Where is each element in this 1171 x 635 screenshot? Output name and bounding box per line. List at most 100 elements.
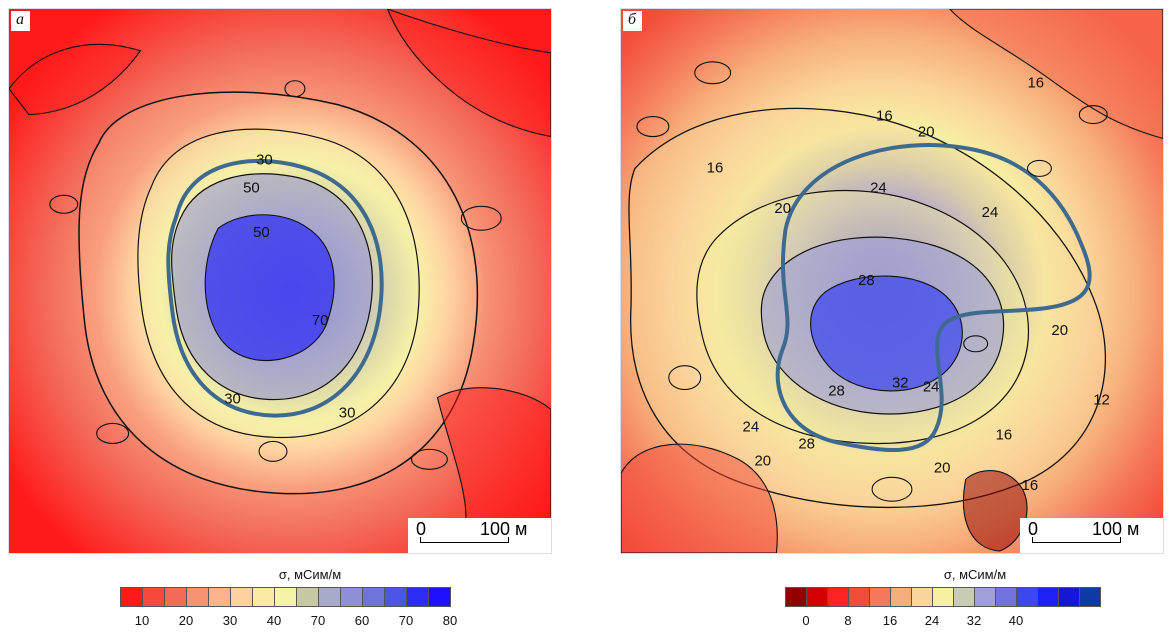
scale-tick-left-a bbox=[420, 537, 421, 543]
small-contour-a6 bbox=[284, 80, 306, 98]
contour-label-b-9: 32 bbox=[892, 375, 909, 392]
legend-swatch-a-15 bbox=[429, 588, 451, 606]
legend-label-a-3: 30 bbox=[222, 613, 238, 628]
contour-label-a-3: 50 bbox=[253, 224, 270, 241]
legend-label-b-5: 32 bbox=[966, 613, 982, 628]
scale-bar-b: 0 100 м bbox=[1020, 518, 1163, 553]
legend-label-a-4: 40 bbox=[266, 613, 282, 628]
scale-tick-right-b bbox=[1120, 537, 1121, 543]
contour-label-b-11: 24 bbox=[923, 379, 940, 396]
legend-swatch-b-4 bbox=[849, 588, 870, 606]
scale-start-a: 0 bbox=[416, 519, 427, 539]
small-contour-a2 bbox=[96, 422, 130, 444]
panel-label-b: б bbox=[623, 11, 643, 31]
legend-swatch-b-3 bbox=[828, 588, 849, 606]
legend-swatch-b-11 bbox=[996, 588, 1017, 606]
contour-label-b-2: 16 bbox=[707, 159, 724, 176]
contour-label-b-3: 16 bbox=[1028, 75, 1045, 92]
conductivity-map-a: 30 50 50 70 30 30 bbox=[9, 9, 551, 553]
panel-label-a: а bbox=[11, 11, 30, 31]
conductivity-map-b: 16 16 16 20 24 24 28 28 32 20 24 24 28 2… bbox=[621, 9, 1163, 553]
legend-label-a-6: 60 bbox=[354, 613, 370, 628]
legend-swatch-b-6 bbox=[891, 588, 912, 606]
scale-end-a: 100 м bbox=[480, 519, 528, 539]
southwest-blob-b bbox=[621, 443, 778, 553]
legend-label-a-8: 80 bbox=[442, 613, 458, 628]
legend-swatch-b-2 bbox=[807, 588, 828, 606]
legend-b: σ, мСим/м 0 8 16 24 32 40 bbox=[765, 567, 1171, 633]
contour-label-a-4: 70 bbox=[312, 312, 329, 329]
contour-label-b-6: 24 bbox=[982, 204, 999, 221]
contour-label-b-7: 28 bbox=[858, 272, 875, 289]
legend-swatch-a-14 bbox=[407, 588, 429, 606]
legend-label-b-4: 24 bbox=[924, 613, 940, 628]
small-contour-b6 bbox=[963, 335, 989, 353]
contour-label-b-13: 28 bbox=[798, 435, 815, 452]
outline-a bbox=[166, 158, 384, 418]
legend-swatch-a-10 bbox=[319, 588, 341, 606]
map-panel-a: 30 50 50 70 30 30 а 0 100 м bbox=[8, 8, 552, 554]
small-contour-a4 bbox=[410, 448, 448, 470]
legend-label-b-2: 8 bbox=[844, 613, 852, 628]
contour-label-a-6: 30 bbox=[339, 404, 356, 421]
outline-b bbox=[775, 143, 1092, 453]
legend-label-b-3: 16 bbox=[882, 613, 898, 628]
contour-label-b-15: 20 bbox=[934, 459, 951, 476]
legend-swatch-a-2 bbox=[143, 588, 165, 606]
legend-title-b: σ, мСим/м bbox=[943, 567, 1007, 582]
legend-swatch-a-6 bbox=[231, 588, 253, 606]
legend-swatch-a-8 bbox=[275, 588, 297, 606]
contour-label-a-5: 30 bbox=[224, 391, 241, 408]
legend-swatch-a-3 bbox=[165, 588, 187, 606]
northeast-blob-b bbox=[949, 9, 1163, 140]
legend-label-a-1: 10 bbox=[134, 613, 150, 628]
contour-label-b-5: 24 bbox=[870, 179, 887, 196]
legend-swatch-a-5 bbox=[209, 588, 231, 606]
small-contour-b4 bbox=[1026, 159, 1052, 177]
legend-swatch-a-7 bbox=[253, 588, 275, 606]
small-contour-a5 bbox=[258, 440, 288, 462]
scale-start-b: 0 bbox=[1028, 519, 1039, 539]
contour-label-a-2: 50 bbox=[243, 179, 260, 196]
scale-line-b bbox=[1032, 542, 1120, 543]
legend-swatch-b-9 bbox=[954, 588, 975, 606]
scale-tick-left-b bbox=[1032, 537, 1033, 543]
scale-line-a bbox=[420, 542, 508, 543]
legend-labels-a: 10 20 30 40 70 60 70 80 bbox=[120, 613, 480, 631]
contour-label-a-1: 30 bbox=[256, 151, 273, 168]
scale-tick-right-a bbox=[508, 537, 509, 543]
scale-end-b: 100 м bbox=[1092, 519, 1140, 539]
legend-swatch-a-11 bbox=[341, 588, 363, 606]
contour-label-b-14: 20 bbox=[755, 452, 772, 469]
core-contour-a bbox=[204, 214, 335, 361]
contour-label-b-19: 20 bbox=[1051, 322, 1068, 339]
contour-label-b-4: 20 bbox=[918, 124, 935, 141]
legend-color-bar-b bbox=[785, 587, 1101, 607]
legend-swatch-b-7 bbox=[912, 588, 933, 606]
legend-swatch-b-8 bbox=[933, 588, 954, 606]
southeast-hotspot-b bbox=[962, 470, 1028, 552]
legend-title-a: σ, мСим/м bbox=[278, 567, 342, 582]
legend-a: σ, мСим/м 10 20 30 40 70 60 70 80 bbox=[100, 567, 520, 633]
northeast-blob-a bbox=[387, 9, 551, 138]
legend-swatch-a-12 bbox=[363, 588, 385, 606]
small-contour-b3 bbox=[1078, 105, 1108, 125]
legend-color-bar-a bbox=[120, 587, 451, 607]
small-contour-a3 bbox=[460, 205, 502, 231]
legend-label-a-2: 20 bbox=[178, 613, 194, 628]
legend-swatch-a-13 bbox=[385, 588, 407, 606]
core-contour-b bbox=[810, 275, 963, 392]
contour-label-b-18: 12 bbox=[1093, 392, 1110, 409]
legend-label-a-7: 70 bbox=[398, 613, 414, 628]
legend-swatch-b-13 bbox=[1038, 588, 1059, 606]
legend-label-b-6: 40 bbox=[1008, 613, 1024, 628]
legend-swatch-a-4 bbox=[187, 588, 209, 606]
northwest-blob-a bbox=[9, 43, 142, 116]
scale-bar-a: 0 100 м bbox=[408, 518, 551, 553]
legend-label-a-5: 70 bbox=[310, 613, 326, 628]
contour-label-b-17: 16 bbox=[1022, 477, 1039, 494]
legend-swatch-b-5 bbox=[870, 588, 891, 606]
legend-swatch-b-14 bbox=[1059, 588, 1080, 606]
legend-swatch-a-1 bbox=[121, 588, 143, 606]
contour-label-b-16: 16 bbox=[996, 426, 1013, 443]
